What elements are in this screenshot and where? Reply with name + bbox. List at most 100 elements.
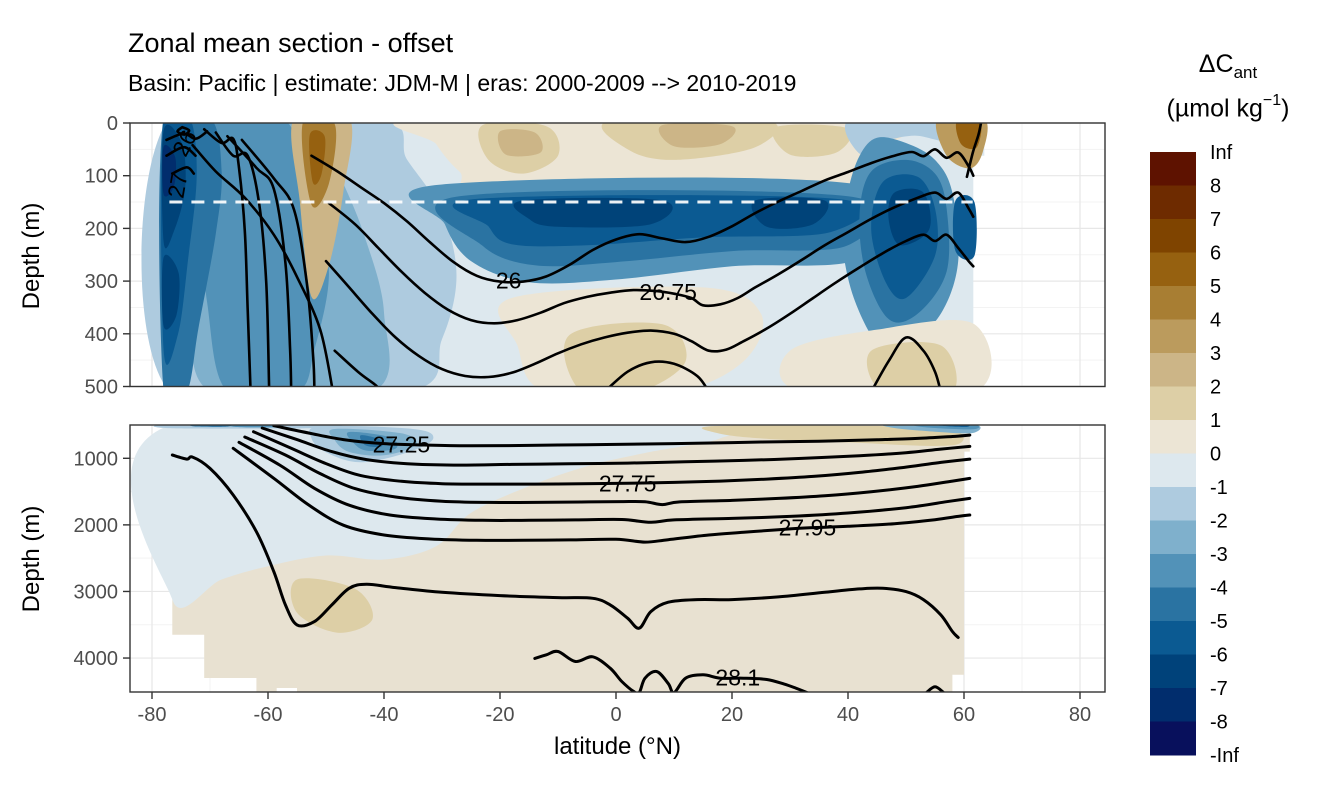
colorbar-swatch bbox=[1150, 286, 1196, 320]
isoline-label: 26 bbox=[496, 268, 522, 294]
colorbar-units: (µmol kg−1) bbox=[1118, 92, 1338, 123]
x-tick-label: 40 bbox=[837, 704, 859, 726]
density-isoline bbox=[872, 336, 941, 387]
colorbar-swatch bbox=[1150, 621, 1196, 655]
contour-fill bbox=[658, 123, 736, 148]
bottom-panel-border bbox=[129, 424, 1106, 693]
colorbar-tick-label: Inf bbox=[1210, 142, 1233, 164]
density-isoline bbox=[272, 425, 972, 448]
y-tick-label: 100 bbox=[85, 166, 118, 188]
colorbar-units-post: ) bbox=[1281, 94, 1290, 123]
isoline-label: 27.75 bbox=[599, 470, 657, 496]
colorbar-title-sub: ant bbox=[1233, 63, 1258, 82]
density-isoline bbox=[924, 685, 946, 692]
isoline-label: 28.1 bbox=[715, 664, 760, 690]
colorbar-title-main: ΔC bbox=[1198, 50, 1234, 78]
colorbar-tick-label: -2 bbox=[1210, 511, 1228, 533]
colorbar-tick-label: -Inf bbox=[1210, 745, 1239, 767]
plot-subtitle: Basin: Pacific | estimate: JDM-M | eras:… bbox=[128, 70, 797, 96]
isoline-label: 27.95 bbox=[779, 515, 837, 541]
density-isoline bbox=[171, 166, 196, 175]
colorbar-tick-label: 1 bbox=[1210, 410, 1221, 432]
x-tick-label: -60 bbox=[254, 704, 283, 726]
colorbar-swatch bbox=[1150, 587, 1196, 622]
colorbar-tick-label: 7 bbox=[1210, 209, 1221, 231]
plot-title: Zonal mean section - offset bbox=[128, 28, 454, 58]
density-isoline bbox=[252, 430, 972, 486]
y-tick-label: 4000 bbox=[74, 648, 119, 670]
bottom-isolines bbox=[170, 425, 972, 692]
colorbar-swatch bbox=[1150, 386, 1196, 421]
colorbar-swatch bbox=[1150, 252, 1196, 287]
colorbar-swatch bbox=[1150, 420, 1196, 454]
isoline-label: 27 bbox=[162, 170, 192, 200]
colorbar-swatch bbox=[1150, 319, 1196, 354]
bottom-panel: 27.25 27.75 27.95 28.1 1000 2000 3000 4000 bbox=[74, 424, 1106, 693]
x-tick-label: 60 bbox=[953, 704, 975, 726]
top-panel-border bbox=[129, 122, 1106, 388]
colorbar-swatch bbox=[1150, 487, 1196, 521]
colorbar-tick-label: -8 bbox=[1210, 712, 1228, 734]
top-isolines bbox=[165, 123, 983, 387]
contour-fill bbox=[772, 124, 852, 157]
colorbar-swatch bbox=[1150, 185, 1196, 220]
density-isoline bbox=[214, 131, 271, 387]
y-tick-label: 400 bbox=[85, 324, 118, 346]
colorbar-swatch bbox=[1150, 554, 1196, 588]
colorbar-tick-label: 8 bbox=[1210, 176, 1221, 198]
y-tick-label: 1000 bbox=[74, 448, 119, 470]
density-isoline bbox=[260, 426, 972, 467]
colorbar-tick-label: -7 bbox=[1210, 678, 1228, 700]
colorbar-tick-label: 3 bbox=[1210, 343, 1221, 365]
x-tick-label: 20 bbox=[721, 704, 743, 726]
density-isoline bbox=[176, 125, 191, 136]
y-tick-label: 0 bbox=[107, 113, 118, 135]
colorbar-tick-label: -6 bbox=[1210, 645, 1228, 667]
colorbar-tick-label: 0 bbox=[1210, 444, 1221, 466]
isoline-label: 27.25 bbox=[373, 432, 431, 458]
contour-fill bbox=[161, 254, 180, 330]
density-isoline bbox=[191, 143, 334, 387]
y-tick-label: 200 bbox=[85, 218, 118, 240]
density-isoline bbox=[324, 233, 975, 379]
contour-fill bbox=[309, 130, 326, 185]
y-tick-label: 300 bbox=[85, 271, 118, 293]
density-isoline bbox=[226, 134, 293, 387]
y-tick-label: 3000 bbox=[74, 581, 119, 603]
density-isoline bbox=[533, 649, 809, 692]
x-tick-label: 0 bbox=[610, 704, 621, 726]
density-isoline bbox=[165, 145, 197, 157]
contour-fill bbox=[564, 322, 687, 387]
density-isoline bbox=[243, 435, 972, 507]
contour-fill bbox=[513, 197, 673, 228]
y-tick-label: 2000 bbox=[74, 515, 119, 537]
colorbar-units-sup: −1 bbox=[1262, 92, 1282, 109]
colorbar-tick-label: -3 bbox=[1210, 544, 1228, 566]
x-tick-label: -20 bbox=[486, 704, 515, 726]
colorbar: Inf 8 7 6 5 4 3 2 1 0 -1 -2 -3 -4 -5 -6 -7 -8 -Inf bbox=[1150, 142, 1239, 767]
contour-fill bbox=[701, 425, 964, 446]
colorbar-swatch bbox=[1150, 353, 1196, 387]
contour-fill bbox=[497, 129, 543, 157]
density-isoline bbox=[333, 349, 379, 387]
x-tick-label: 80 bbox=[1069, 704, 1091, 726]
colorbar-swatch bbox=[1150, 453, 1196, 488]
density-isoline bbox=[310, 148, 975, 284]
x-tick-label: -80 bbox=[138, 704, 167, 726]
density-isoline bbox=[608, 360, 708, 387]
colorbar-swatch bbox=[1150, 219, 1196, 253]
colorbar-swatch bbox=[1150, 688, 1196, 722]
density-isoline bbox=[170, 453, 960, 639]
density-isoline bbox=[237, 440, 972, 524]
contour-fill bbox=[162, 144, 177, 197]
colorbar-tick-label: 4 bbox=[1210, 310, 1221, 332]
colorbar-swatch bbox=[1150, 654, 1196, 689]
density-isoline bbox=[231, 446, 972, 544]
colorbar-tick-label: 6 bbox=[1210, 243, 1221, 265]
y-tick-label: 500 bbox=[85, 377, 118, 399]
colorbar-swatch bbox=[1150, 152, 1196, 186]
x-tick-label: -40 bbox=[370, 704, 399, 726]
